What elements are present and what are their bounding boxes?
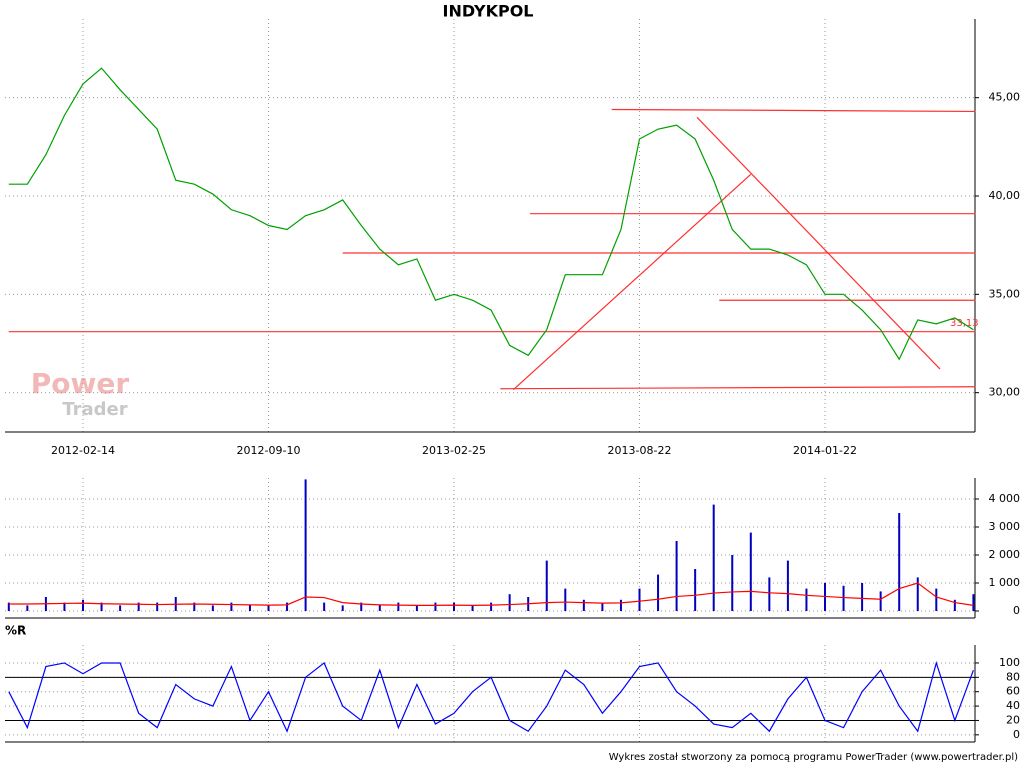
bar [323, 602, 326, 611]
bar [415, 605, 418, 611]
bar [972, 594, 975, 611]
trendline [696, 116, 941, 370]
bar [786, 560, 789, 611]
footer: Wykres został stworzony za pomocą progra… [609, 752, 1018, 763]
bar [341, 605, 344, 611]
bar [248, 605, 251, 611]
bar [360, 602, 363, 611]
y-tick-label: 35,00 [989, 287, 1021, 300]
bar [545, 560, 548, 611]
y-tick-label: 60 [1006, 685, 1020, 698]
x-tick-label: 2013-08-22 [608, 444, 672, 457]
bar [601, 602, 604, 611]
watermark: Trader [62, 399, 127, 420]
average-line [8, 582, 974, 607]
bar [916, 577, 919, 611]
bar [378, 605, 381, 611]
bar [82, 599, 84, 611]
y-tick-label: 1 000 [989, 576, 1021, 589]
bar [879, 591, 882, 611]
x-tick-label: 2012-02-14 [51, 444, 115, 457]
bar [582, 599, 585, 611]
y-tick-label: 2 000 [989, 548, 1021, 561]
bar [304, 479, 307, 611]
bar [26, 605, 29, 611]
y-tick-label: 100 [999, 656, 1020, 669]
y-tick-label: 0 [1013, 728, 1020, 741]
bar [490, 602, 493, 611]
y-tick-label: 40 [1006, 699, 1020, 712]
bar [898, 513, 901, 611]
y-tick-label: 45,00 [989, 91, 1021, 104]
y-tick-label: 3 000 [989, 520, 1021, 533]
bar [286, 602, 289, 611]
watermark: Power [31, 367, 130, 400]
bar [768, 577, 771, 611]
line [8, 660, 974, 733]
bar [712, 504, 715, 611]
y-tick-label: 20 [1006, 713, 1020, 726]
x-tick-label: 2012-09-10 [237, 444, 301, 457]
bar [619, 599, 622, 611]
panel-title: %R [5, 624, 26, 638]
trendline [611, 108, 976, 113]
bar [508, 594, 511, 611]
y-tick-label: 4 000 [989, 492, 1021, 505]
y-tick-label: 40,00 [989, 189, 1021, 202]
bar [749, 532, 752, 611]
bar [861, 583, 864, 611]
bar [7, 602, 10, 611]
bar [63, 602, 66, 611]
bar [434, 602, 437, 611]
bar [694, 569, 697, 611]
bar [137, 602, 140, 611]
bar [471, 605, 474, 611]
bar [953, 599, 956, 611]
bar [657, 574, 660, 611]
trendline [512, 173, 752, 391]
bar [842, 585, 845, 611]
y-tick-label: 80 [1006, 670, 1020, 683]
bar [675, 541, 678, 611]
y-tick-label: 0 [1013, 604, 1020, 617]
bar [453, 602, 455, 611]
bar [193, 602, 196, 611]
x-tick-label: 2014-01-22 [793, 444, 857, 457]
bar [731, 555, 734, 611]
bar [156, 602, 159, 611]
bar [935, 588, 938, 611]
bar [100, 602, 103, 611]
x-tick-label: 2013-02-25 [422, 444, 486, 457]
bar [397, 602, 400, 611]
y-tick-label: 30,00 [989, 386, 1021, 399]
bar [119, 605, 122, 611]
bar [805, 588, 808, 611]
bar [230, 602, 233, 611]
bar [267, 605, 270, 611]
chart-title: INDYKPOL [443, 2, 534, 21]
bar [211, 605, 214, 611]
trendline [500, 386, 976, 390]
bar [564, 588, 567, 611]
line [8, 67, 974, 361]
bar [638, 588, 641, 611]
